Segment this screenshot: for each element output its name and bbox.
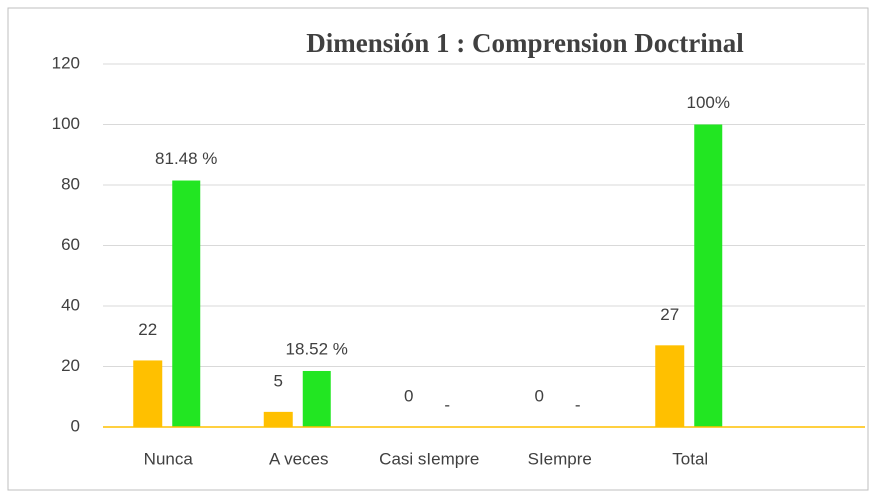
- x-tick-label: Casi sIempre: [379, 449, 479, 468]
- y-tick-label: 40: [61, 295, 80, 314]
- x-tick-label: Nunca: [144, 449, 194, 468]
- x-tick-label: Total: [672, 449, 708, 468]
- chart-title: Dimensión 1 : Comprension Doctrinal: [306, 28, 744, 58]
- x-tick-label: SIempre: [528, 449, 592, 468]
- y-tick-label: 60: [61, 235, 80, 254]
- y-tick-label: 120: [52, 53, 80, 72]
- bar: [133, 360, 163, 427]
- data-label: 81.48 %: [155, 149, 217, 168]
- data-label: 18.52 %: [286, 339, 348, 358]
- data-label: 5: [274, 371, 283, 390]
- data-label: 100%: [687, 93, 730, 112]
- data-label: 0: [404, 386, 413, 405]
- y-tick-label: 100: [52, 114, 80, 133]
- bar: [263, 411, 293, 427]
- y-tick-label: 0: [71, 416, 80, 435]
- bar: [302, 370, 331, 427]
- data-label: 0: [535, 386, 544, 405]
- y-tick-label: 20: [61, 356, 80, 375]
- y-tick-label: 80: [61, 174, 80, 193]
- data-label: 27: [660, 305, 679, 324]
- data-label: -: [575, 395, 581, 414]
- data-label: 22: [138, 320, 157, 339]
- x-tick-label: A veces: [269, 449, 329, 468]
- bar: [172, 180, 201, 427]
- bar: [694, 124, 723, 427]
- bar: [655, 345, 685, 427]
- data-label: -: [444, 395, 450, 414]
